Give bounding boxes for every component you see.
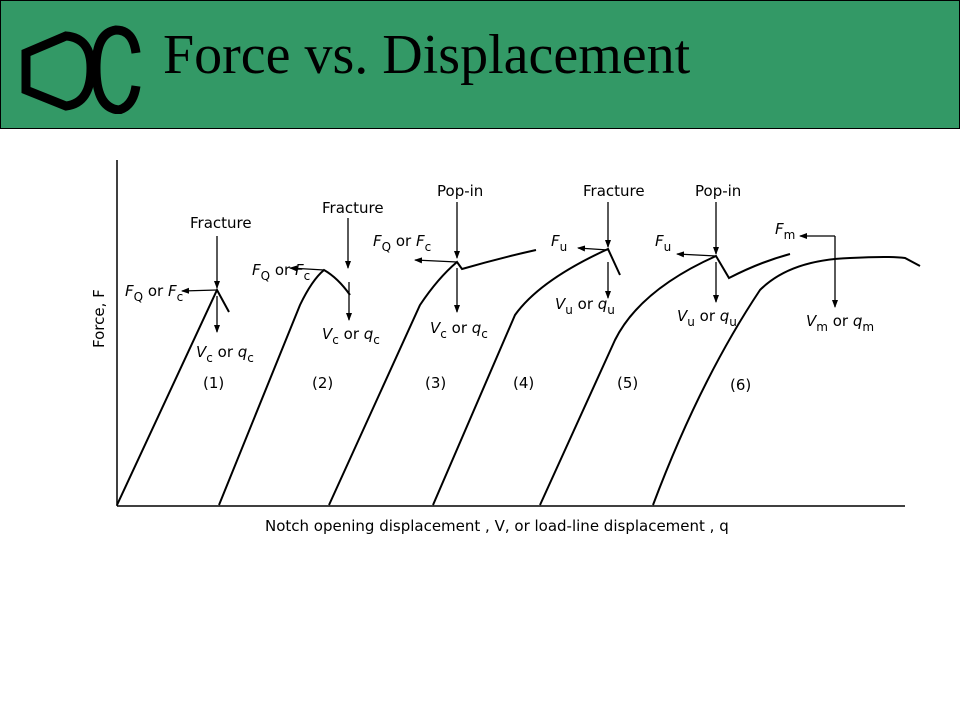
force-label-2: FQ or Fc	[252, 261, 310, 283]
event-label-2: Fracture	[322, 199, 384, 217]
page-title: Force vs. Displacement	[163, 24, 691, 86]
dc-logo	[21, 25, 141, 114]
force-label-3: FQ or Fc	[373, 232, 431, 254]
force-label-5: Fu	[655, 232, 671, 254]
curve-4	[432, 247, 621, 506]
curve-label-4: (4)	[513, 374, 534, 392]
event-label-4: Fracture	[583, 182, 645, 200]
title-bar: Force vs. Displacement	[0, 0, 960, 129]
force-arrow-5	[676, 251, 717, 258]
curve-1	[116, 287, 230, 506]
disp-label-5: Vu or qu	[677, 307, 737, 329]
force-label-1: FQ or Fc	[125, 282, 183, 304]
disp-label-4: Vu or qu	[555, 295, 615, 317]
curve-label-6: (6)	[730, 376, 751, 394]
curve-3	[328, 249, 537, 506]
curve-label-3: (3)	[425, 374, 446, 392]
force-label-6: Fm	[775, 220, 795, 242]
curve-label-1: (1)	[203, 374, 224, 392]
force-arrow-4	[577, 245, 609, 252]
y-axis-label: Force, F	[90, 289, 108, 348]
disp-label-6: Vm or qm	[806, 312, 874, 334]
force-arrow-3	[414, 257, 458, 264]
curve-label-5: (5)	[617, 374, 638, 392]
force-label-4: Fu	[551, 232, 567, 254]
disp-label-1: Vc or qc	[196, 343, 254, 365]
curve-label-2: (2)	[312, 374, 333, 392]
force-arrow-2	[289, 265, 325, 272]
curve-6	[652, 256, 921, 506]
event-label-5: Pop-in	[695, 182, 741, 200]
disp-label-3: Vc or qc	[430, 319, 488, 341]
force-arrow-1	[181, 287, 218, 294]
disp-label-2: Vc or qc	[322, 325, 380, 347]
event-label-1: Fracture	[190, 214, 252, 232]
curve-5	[539, 253, 791, 506]
event-label-3: Pop-in	[437, 182, 483, 200]
x-axis-label: Notch opening displacement , V, or load-…	[265, 517, 729, 535]
